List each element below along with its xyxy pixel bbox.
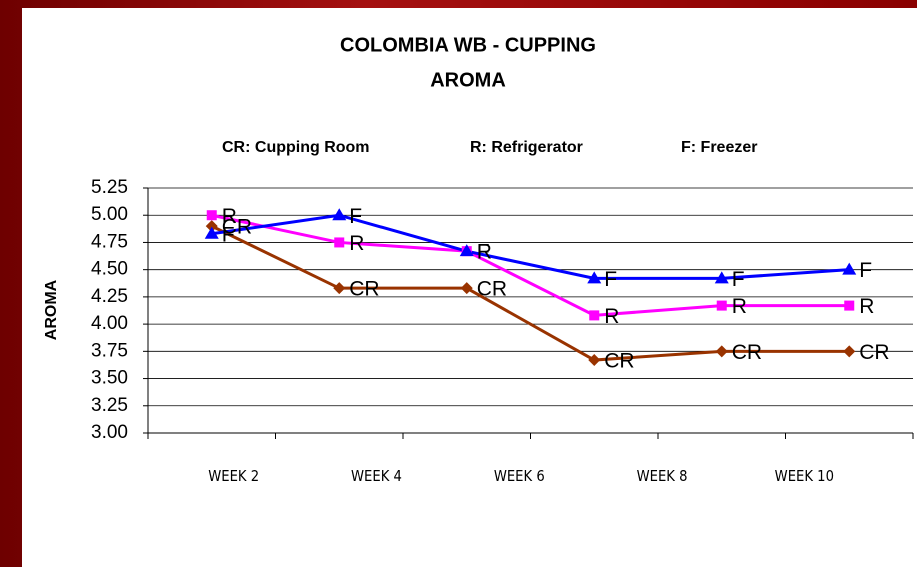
- y-tick-label: 4.75: [91, 231, 128, 252]
- x-tick-label: WEEK 8: [637, 469, 688, 486]
- series-line: [211, 213, 850, 317]
- marker: [589, 310, 600, 321]
- x-tick-label: WEEK 10: [775, 469, 834, 486]
- point-label: CR: [222, 216, 252, 239]
- y-tick-label: 3.75: [91, 340, 128, 361]
- point-label: CR: [349, 278, 379, 301]
- marker: [334, 237, 345, 248]
- marker: [459, 244, 474, 257]
- note: F: Freezer: [681, 139, 757, 156]
- point-label: R: [349, 232, 364, 255]
- point-label: F: [859, 259, 872, 282]
- x-tick-label: WEEK 2: [208, 469, 259, 486]
- y-tick-label: 3.50: [91, 368, 128, 389]
- marker: [460, 282, 473, 295]
- series-line: [211, 224, 850, 362]
- point-label: R: [859, 295, 874, 318]
- x-tick-label: WEEK 4: [351, 469, 402, 486]
- point-label: R: [604, 305, 619, 328]
- marker: [205, 220, 218, 233]
- point-label: F: [732, 268, 745, 291]
- x-tick-label: WEEK 6: [494, 469, 545, 486]
- chart-title: COLOMBIA WB - CUPPING: [340, 34, 596, 56]
- marker: [588, 354, 601, 367]
- point-label: R: [732, 295, 747, 318]
- note: CR: Cupping Room: [222, 139, 370, 156]
- marker: [333, 282, 346, 295]
- point-label: R: [222, 205, 237, 228]
- note: R: Refrigerator: [470, 139, 583, 156]
- point-label: CR: [859, 341, 889, 364]
- y-tick-label: 3.25: [91, 395, 128, 416]
- point-label: CR: [732, 341, 762, 364]
- point-label: F: [222, 223, 235, 246]
- y-tick-label: 4.25: [91, 286, 128, 307]
- y-tick-label: 3.00: [91, 422, 128, 443]
- y-axis-label: AROMA: [43, 279, 60, 340]
- chart-subtitle: AROMA: [430, 69, 506, 91]
- y-tick-label: 5.00: [91, 204, 128, 225]
- point-label: CR: [477, 278, 507, 301]
- y-tick-label: 5.25: [91, 177, 128, 198]
- marker: [332, 208, 347, 221]
- marker: [843, 345, 856, 358]
- point-label: R: [477, 241, 492, 264]
- marker: [206, 210, 217, 221]
- marker: [715, 345, 728, 358]
- marker: [844, 300, 855, 311]
- marker: [842, 262, 857, 275]
- point-label: F: [477, 241, 490, 264]
- marker: [714, 271, 729, 284]
- point-label: F: [349, 205, 362, 228]
- point-label: F: [604, 268, 617, 291]
- y-tick-label: 4.50: [91, 259, 128, 280]
- marker: [716, 300, 727, 311]
- series-line: [211, 213, 850, 280]
- point-label: CR: [604, 350, 634, 373]
- y-tick-label: 4.00: [91, 313, 128, 334]
- marker: [204, 226, 219, 239]
- marker: [587, 271, 602, 284]
